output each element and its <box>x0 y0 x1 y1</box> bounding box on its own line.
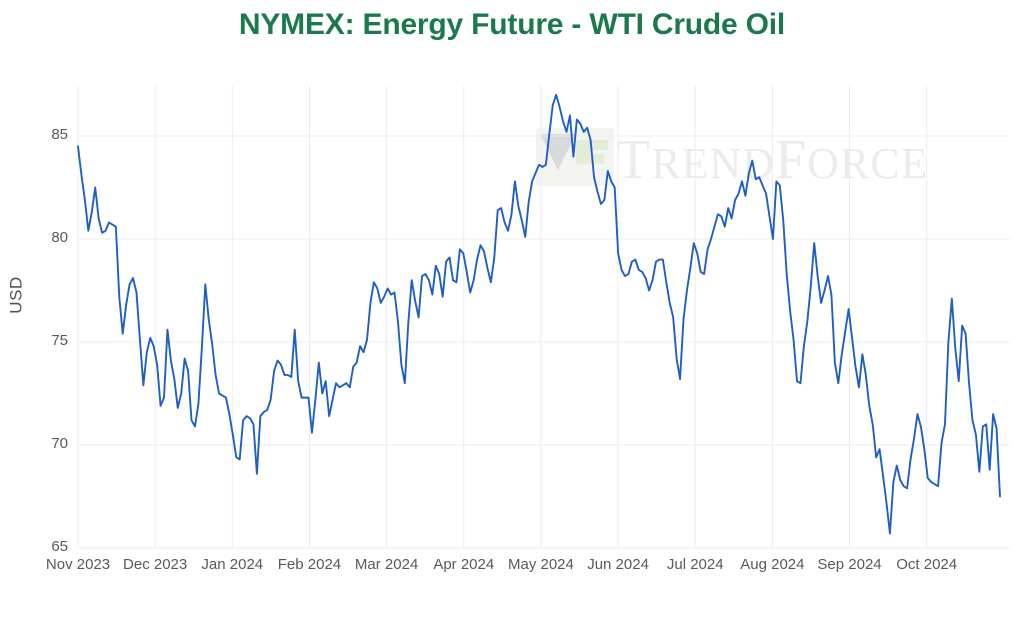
x-tick-label: Oct 2024 <box>896 556 958 573</box>
vertical-gridlines <box>77 86 928 548</box>
x-tick-label: Dec 2023 <box>123 556 188 573</box>
x-tick-label: Mar 2024 <box>354 556 419 573</box>
x-tick-label: Aug 2024 <box>740 556 805 573</box>
y-axis-label: USD <box>6 276 26 314</box>
x-tick-label: Nov 2023 <box>45 556 111 573</box>
x-tick-label: Apr 2024 <box>433 556 495 573</box>
x-tick-label: May 2024 <box>507 556 574 573</box>
y-tick-label: 65 <box>51 538 68 555</box>
x-tick-label: Jul 2024 <box>666 556 724 573</box>
y-tick-label: 75 <box>51 332 68 349</box>
y-tick-label: 70 <box>51 435 68 452</box>
x-tick-label: Jan 2024 <box>201 556 264 573</box>
x-tick-label: Feb 2024 <box>277 556 342 573</box>
chart-title: NYMEX: Energy Future - WTI Crude Oil <box>238 8 786 41</box>
x-tick-label: Jun 2024 <box>587 556 649 573</box>
series-line-wti <box>77 93 1001 535</box>
horizontal-gridlines <box>78 135 1010 549</box>
y-tick-label: 80 <box>51 229 68 246</box>
x-tick-label: Sep 2024 <box>817 556 882 573</box>
y-tick-label: 85 <box>51 126 68 143</box>
